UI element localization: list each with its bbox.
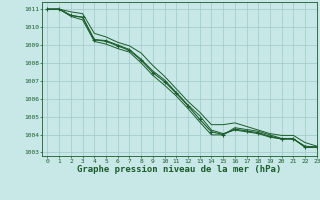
X-axis label: Graphe pression niveau de la mer (hPa): Graphe pression niveau de la mer (hPa) [77,165,281,174]
